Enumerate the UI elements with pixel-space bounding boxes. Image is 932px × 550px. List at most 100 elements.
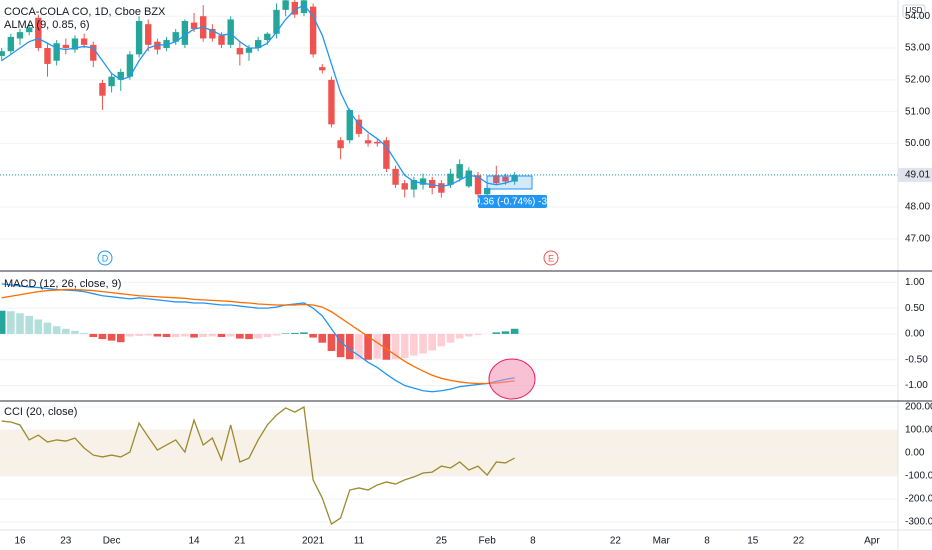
histogram-bar xyxy=(281,333,290,334)
candle-body xyxy=(511,174,518,182)
histogram-bar xyxy=(501,331,510,334)
candle-body xyxy=(254,40,262,49)
x-tick-label: 2021 xyxy=(302,536,325,547)
histogram-bar xyxy=(25,315,33,334)
histogram-bar xyxy=(217,333,226,338)
candle-body xyxy=(364,140,372,144)
histogram-bar xyxy=(208,333,217,337)
event-label: D xyxy=(102,253,109,263)
candle-body xyxy=(35,17,42,49)
histogram-bar xyxy=(245,333,253,340)
histogram-bar xyxy=(510,328,519,334)
indicator-legend: ALMA (9, 0.85, 6) xyxy=(4,19,90,31)
signal-line xyxy=(1,288,515,385)
last-price-label: 49.01 xyxy=(905,170,930,181)
y-tick-label: 47.00 xyxy=(905,233,930,244)
histogram-bar xyxy=(181,333,189,337)
histogram-bar xyxy=(263,333,272,338)
y-tick-label: 54.00 xyxy=(905,11,930,22)
cci-title: CCI (20, close) xyxy=(4,406,77,418)
candle-body xyxy=(346,110,353,141)
x-tick-label: 14 xyxy=(188,536,200,547)
histogram-bar xyxy=(153,333,162,337)
histogram-bar xyxy=(300,332,308,334)
candle-body xyxy=(71,38,79,50)
candle-body xyxy=(419,178,427,185)
histogram-bar xyxy=(272,333,281,336)
candle-body xyxy=(483,187,491,195)
candle-body xyxy=(264,33,271,41)
x-tick-label: 15 xyxy=(747,536,759,547)
candle-body xyxy=(62,44,69,49)
x-tick-label: Dec xyxy=(103,536,121,547)
measure-label: -0.36 (-0.74%) -36 xyxy=(471,197,553,208)
histogram-bar xyxy=(98,333,107,340)
x-tick-label: 11 xyxy=(354,536,365,547)
candle-body xyxy=(300,0,308,14)
histogram-bar xyxy=(16,313,24,334)
histogram-bar xyxy=(382,333,391,360)
histogram-bar xyxy=(107,333,116,341)
highlight-ellipse xyxy=(488,358,536,400)
candle-body xyxy=(438,183,445,193)
candle-body xyxy=(99,83,106,96)
candle-body xyxy=(53,43,60,61)
y-tick-label: -300.00 xyxy=(905,517,932,528)
event-marker[interactable] xyxy=(543,250,559,266)
histogram-bar xyxy=(135,333,143,336)
macd-line xyxy=(1,283,515,393)
candle-body xyxy=(456,164,463,179)
x-tick-label: Feb xyxy=(479,536,497,547)
candle-body xyxy=(282,0,289,10)
histogram-bar xyxy=(89,333,98,338)
y-tick-label: -1.00 xyxy=(905,380,928,391)
x-tick-label: Apr xyxy=(864,536,880,547)
histogram-bar xyxy=(62,328,70,334)
event-label: E xyxy=(548,253,554,263)
candle-body xyxy=(145,24,152,45)
candle-body xyxy=(245,48,253,53)
histogram-bar xyxy=(391,333,400,360)
histogram-bar xyxy=(226,333,235,337)
candle-body xyxy=(7,36,15,52)
currency-box xyxy=(902,4,926,18)
histogram-bar xyxy=(400,333,409,359)
last-price-box xyxy=(898,167,932,182)
candle-body xyxy=(355,119,363,134)
y-tick-label: -100.00 xyxy=(905,471,932,482)
measure-area xyxy=(486,175,533,190)
y-tick-label: 1.00 xyxy=(905,277,925,288)
candle-body xyxy=(383,140,390,169)
y-tick-label: 50.00 xyxy=(905,138,930,149)
histogram-bar xyxy=(419,333,427,354)
candle-body xyxy=(90,44,97,61)
pane-marks xyxy=(0,0,898,203)
candle-body xyxy=(328,79,335,125)
event-marker[interactable] xyxy=(97,250,113,266)
candle-body xyxy=(493,175,500,184)
histogram-bar xyxy=(144,333,153,336)
candle-body xyxy=(309,6,317,55)
candle-body xyxy=(410,180,418,190)
candle-body xyxy=(374,141,381,144)
y-tick-label: 200.00 xyxy=(905,402,932,413)
candle-body xyxy=(181,20,189,45)
candle-body xyxy=(25,27,33,33)
histogram-bar xyxy=(345,333,354,360)
histogram-bar xyxy=(327,333,336,351)
x-tick-label: Mar xyxy=(653,536,671,547)
pane-marks xyxy=(1,406,515,526)
histogram-bar xyxy=(7,311,15,334)
x-tick-label: 8 xyxy=(530,536,536,547)
histogram-bar xyxy=(336,333,345,358)
histogram-bar xyxy=(0,310,6,334)
x-tick-label: 8 xyxy=(704,536,710,547)
histogram-bar xyxy=(34,319,43,334)
histogram-bar xyxy=(410,333,418,356)
x-tick-label: 22 xyxy=(610,536,622,547)
candle-body xyxy=(392,168,399,185)
candle-body xyxy=(291,1,298,15)
x-tick-label: 23 xyxy=(60,536,72,547)
histogram-bar xyxy=(71,330,79,334)
candle-body xyxy=(209,28,216,39)
